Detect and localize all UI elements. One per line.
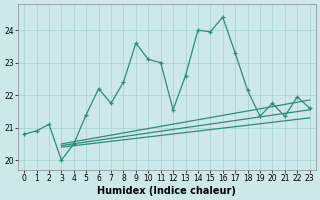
X-axis label: Humidex (Indice chaleur): Humidex (Indice chaleur): [98, 186, 236, 196]
